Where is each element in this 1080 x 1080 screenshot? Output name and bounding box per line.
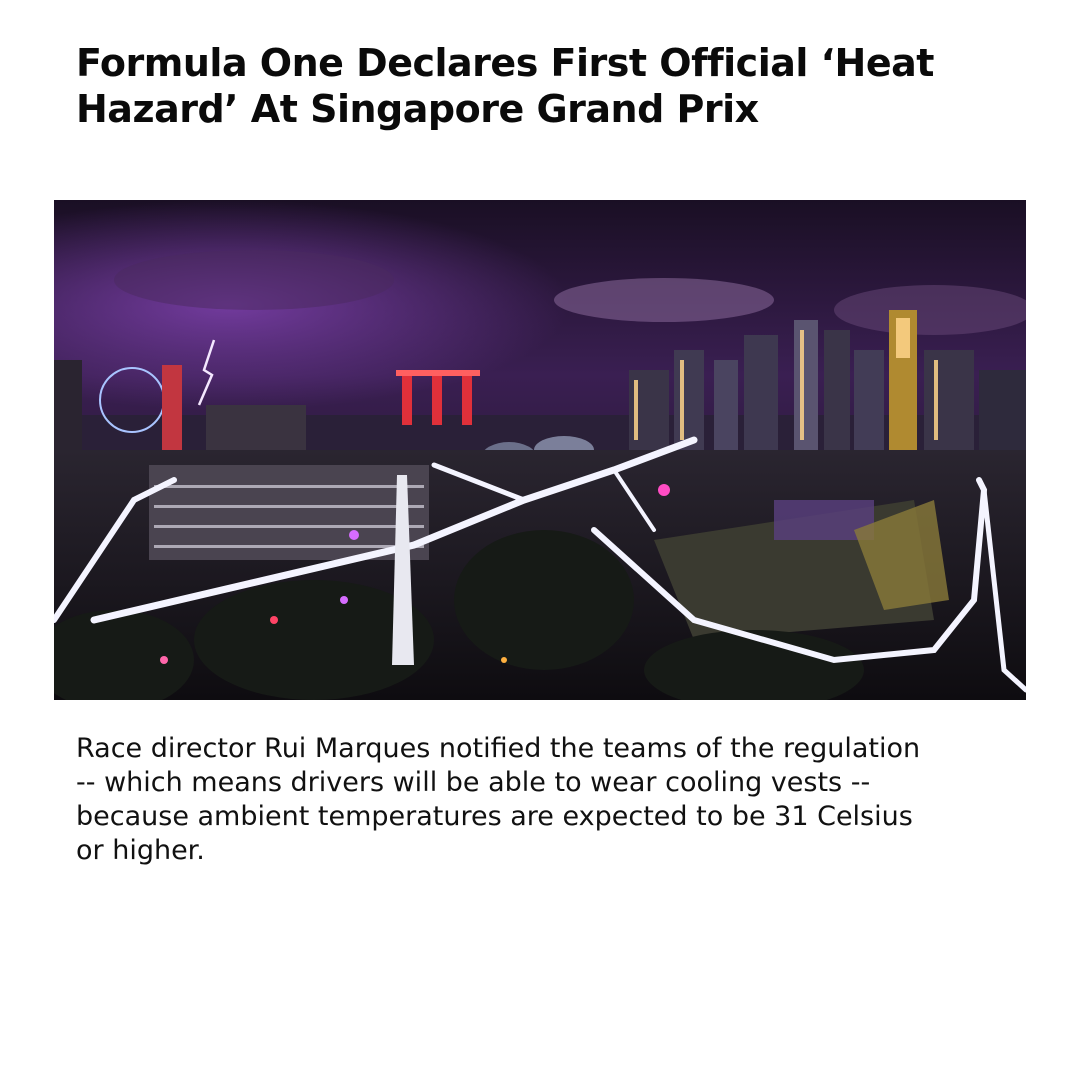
article-photo (54, 200, 1026, 700)
night-city-race-track-image (54, 200, 1026, 700)
article-headline: Formula One Declares First Official ‘Hea… (76, 41, 934, 131)
article-body: Race director Rui Marques notified the t… (76, 733, 921, 866)
